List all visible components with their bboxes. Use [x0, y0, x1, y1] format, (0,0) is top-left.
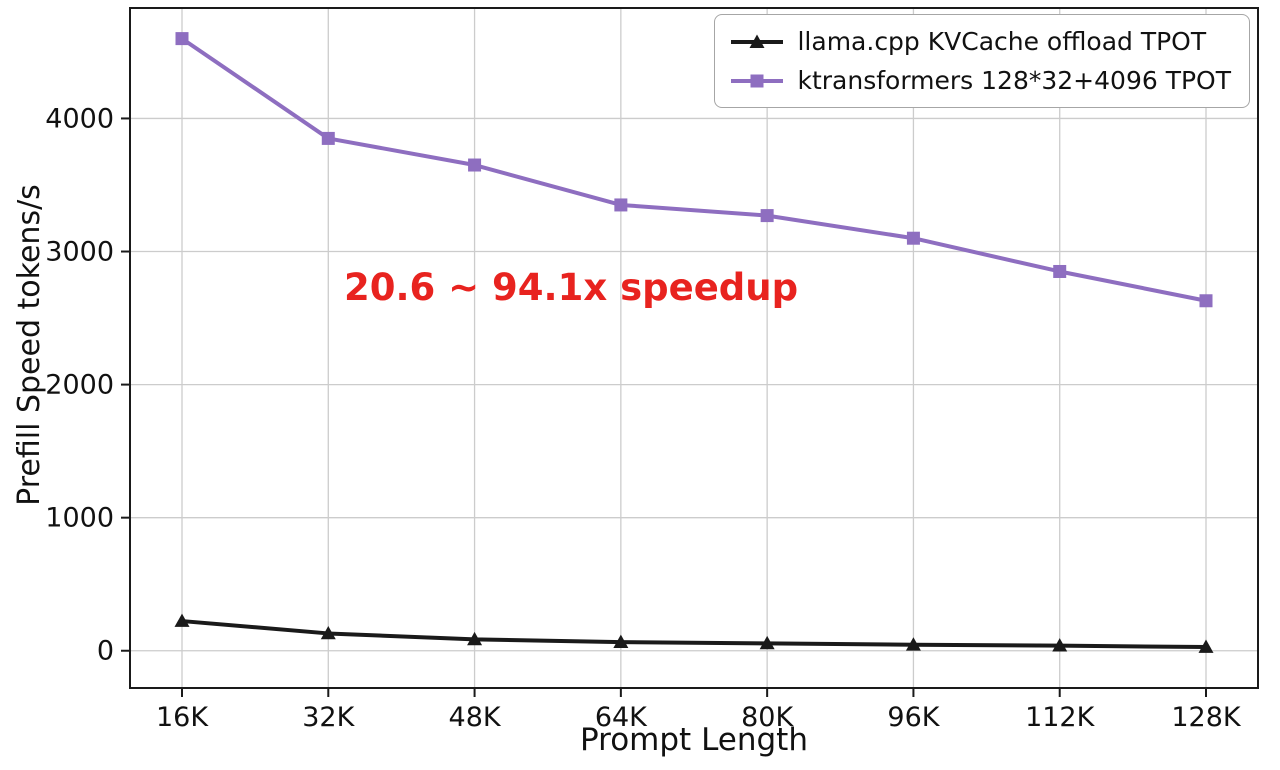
series-0	[174, 613, 1214, 653]
y-tick-label: 1000	[45, 503, 114, 534]
series-1	[175, 32, 1213, 308]
x-tick-label: 96K	[887, 702, 940, 733]
axis-ticks: 0 1000 2000 3000 4000 16K 32K 48K 64K 80K 96K 112K 1…	[45, 103, 1242, 733]
legend-label-ktransformers: ktransformers 128*32+4096 TPOT	[797, 66, 1231, 95]
gridlines	[130, 8, 1258, 688]
y-tick-label: 2000	[45, 370, 114, 401]
legend-label-llamacpp: llama.cpp KVCache offload TPOT	[797, 27, 1207, 56]
legend-sample-line-triangle-icon	[731, 34, 784, 48]
speedup-annotation: 20.6 ~ 94.1x speedup	[344, 266, 799, 309]
x-tick-label: 128K	[1171, 702, 1242, 733]
x-tick-label: 32K	[302, 702, 355, 733]
x-tick-label: 48K	[449, 702, 502, 733]
legend: llama.cpp KVCache offload TPOT ktransfor…	[714, 14, 1250, 108]
legend-entry-ktransformers: ktransformers 128*32+4096 TPOT	[729, 66, 1231, 95]
x-axis-label: Prompt Length	[580, 722, 808, 758]
plot-frame	[129, 7, 1259, 689]
x-tick-label: 16K	[156, 702, 209, 733]
x-tick-label: 64K	[595, 702, 648, 733]
legend-entry-llamacpp: llama.cpp KVCache offload TPOT	[729, 27, 1231, 56]
y-tick-label: 3000	[45, 237, 114, 268]
y-axis-label: Prefill Speed tokens/s	[12, 184, 47, 506]
x-tick-label: 80K	[741, 702, 794, 733]
y-tick-label: 0	[97, 636, 114, 667]
y-tick-label: 4000	[45, 103, 114, 134]
legend-sample-line-square-icon	[731, 74, 784, 87]
x-tick-label: 112K	[1025, 702, 1096, 733]
